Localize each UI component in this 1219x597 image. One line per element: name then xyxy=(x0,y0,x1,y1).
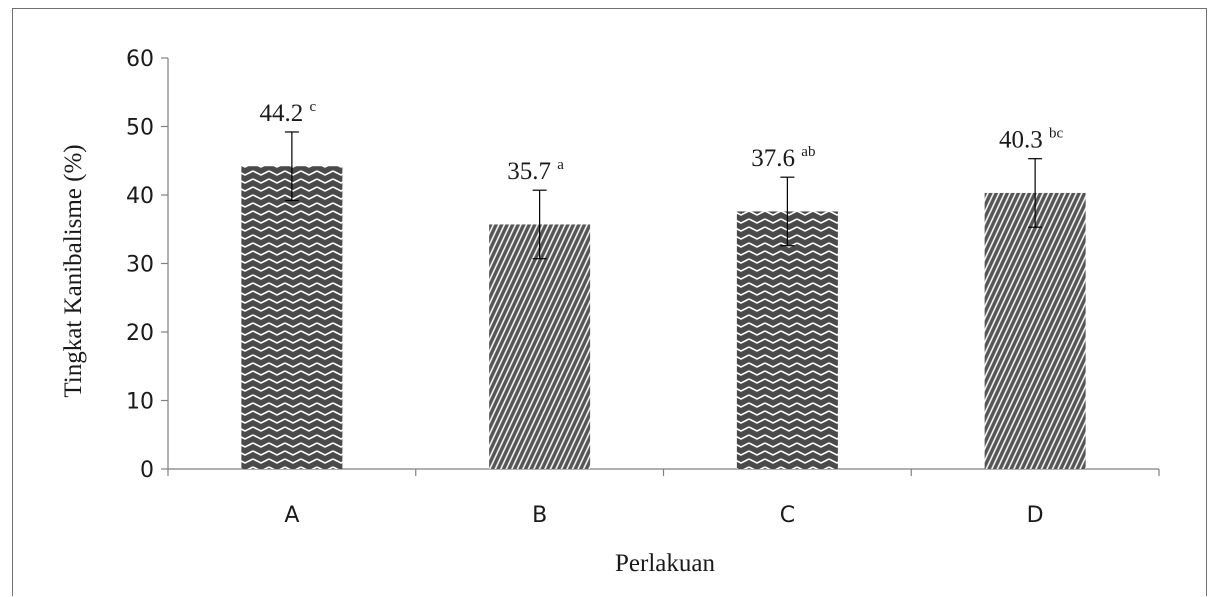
data-label-C: 37.6 ab xyxy=(751,144,815,172)
error-bars xyxy=(284,131,1043,260)
data-label-D: 40.3 bc xyxy=(999,126,1064,154)
x-tick-label: A xyxy=(284,503,299,528)
y-tick-label: 10 xyxy=(126,390,154,415)
y-tick-label: 20 xyxy=(126,321,154,346)
error-bar-D xyxy=(1028,158,1043,228)
data-labels: 44.2 c 35.7 a 37.6 ab 40.3 bc xyxy=(260,99,1064,185)
x-tick-label: B xyxy=(532,503,547,528)
data-label-A: 44.2 c xyxy=(260,99,317,127)
bar-B xyxy=(489,224,591,469)
bars xyxy=(241,166,1086,470)
y-tick-label: 50 xyxy=(126,116,154,141)
bar-C xyxy=(736,211,838,469)
bar-D xyxy=(984,192,1086,469)
x-tick-label: D xyxy=(1027,503,1044,528)
error-bar-C xyxy=(780,176,795,247)
bar-A xyxy=(241,166,343,470)
y-axis: 0 10 20 30 40 50 60 xyxy=(126,47,169,483)
y-tick-label: 30 xyxy=(126,253,154,278)
y-axis-title: Tingkat Kanibalisme (%) xyxy=(60,144,87,397)
error-bar-B xyxy=(532,189,547,260)
x-axis: A B C D xyxy=(167,468,1160,528)
error-bar-A xyxy=(284,131,299,202)
y-tick-label: 0 xyxy=(140,458,154,483)
y-tick-label: 60 xyxy=(126,47,154,72)
bar-chart: 0 10 20 30 40 50 60 A B C D 44.2 c 35.7 a 37.6 ab 40… xyxy=(60,47,1160,577)
chart-frame: 0 10 20 30 40 50 60 A B C D 44.2 c 35.7 a 37.6 ab 40… xyxy=(12,8,1207,596)
y-tick-label: 40 xyxy=(126,184,154,209)
x-axis-title: Perlakuan xyxy=(615,550,715,577)
x-tick-label: C xyxy=(780,503,795,528)
data-label-B: 35.7 a xyxy=(507,157,564,185)
